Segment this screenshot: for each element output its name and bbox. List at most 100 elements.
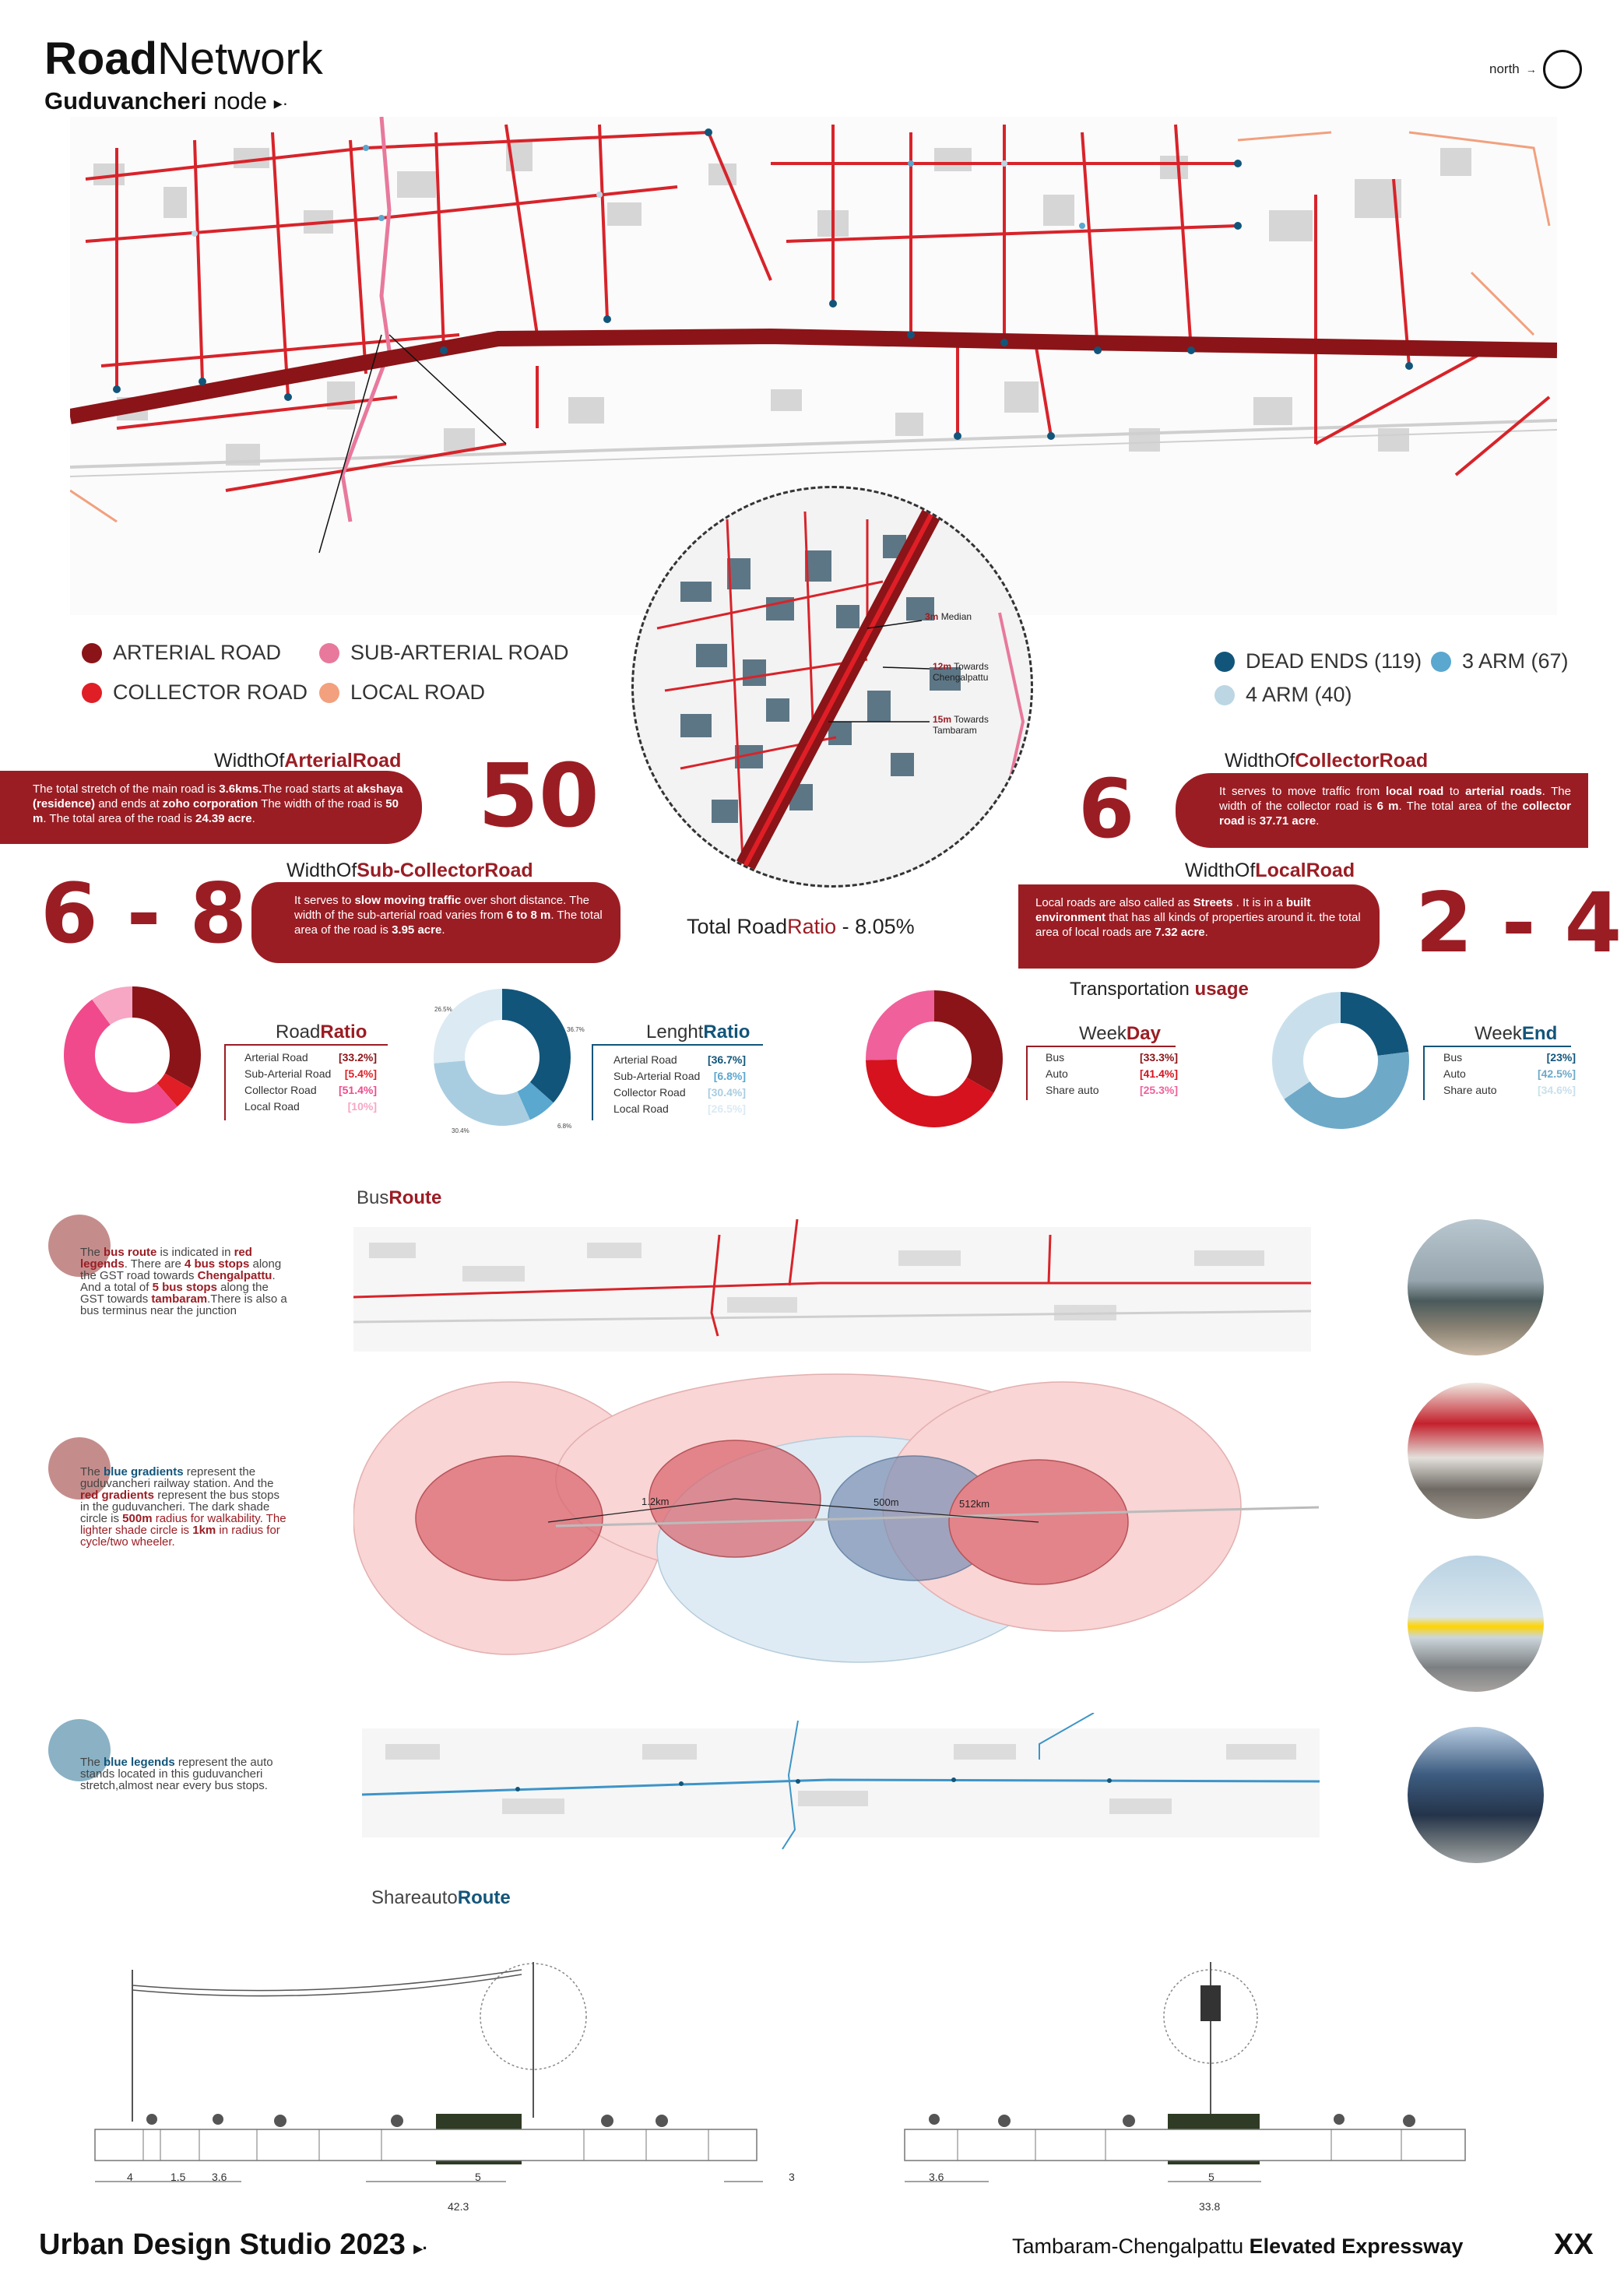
local-width-value: 2 - 4: [1415, 875, 1622, 971]
arterial-width-value: 50: [478, 746, 599, 847]
photo-junction: [1408, 1556, 1544, 1692]
donut-slice-auto: [866, 1059, 994, 1127]
legend-collector-road: COLLECTOR ROAD: [82, 680, 308, 705]
arrow-icon: ▸·: [273, 93, 289, 113]
legend-label: Auto: [1046, 1067, 1068, 1080]
legend-row: Collector Road [51.4%]: [244, 1084, 377, 1100]
north-arrow-icon: →: [1525, 63, 1537, 76]
weekday-donut: [866, 990, 1003, 1127]
donut-slice-arterial-road: [132, 986, 201, 1089]
arrow-icon: ▸·: [413, 2238, 428, 2258]
legend-label: Share auto: [1443, 1084, 1497, 1096]
local-heading: WidthOfLocalRoad: [1185, 860, 1355, 881]
collector-heading: WidthOfCollectorRoad: [1225, 750, 1429, 772]
length-ratio-small-label: 30.4%: [452, 1127, 469, 1134]
legend-row: Bus [33.3%]: [1046, 1051, 1178, 1067]
shareauto-route-map: [362, 1713, 1320, 1850]
inset-chengalpattu-label: 12m Towards Chengalpattu: [933, 661, 989, 683]
bus-route-label: BusRoute: [357, 1187, 442, 1208]
legend-local-road: LOCAL ROAD: [319, 680, 485, 705]
section-right-dim: 3.6: [929, 2171, 944, 2183]
street-section-right: [904, 1962, 1466, 2182]
page-subtitle: Guduvancheri node ▸·: [44, 87, 289, 114]
donut-slice-bus: [934, 990, 1003, 1093]
legend-row: Bus [23%]: [1443, 1051, 1576, 1067]
north-indicator: north →: [1489, 50, 1582, 89]
walkability-note: The blue gradients represent the guduvan…: [80, 1465, 286, 1549]
shareauto-note: The blue legends represent the auto stan…: [80, 1756, 273, 1792]
section-left-dim: 1.5: [170, 2171, 186, 2183]
walkability-map: [353, 1373, 1319, 1663]
section-right-total: 33.8: [1199, 2200, 1221, 2213]
inset-map-graphic: [656, 488, 1025, 885]
section-left-total: 42.3: [448, 2200, 469, 2213]
weekend-title: WeekEnd: [1475, 1023, 1558, 1044]
donut-slice-share-auto: [1272, 992, 1341, 1099]
legend-value: [41.4%]: [1139, 1067, 1178, 1080]
weekday-rule: [1026, 1046, 1176, 1047]
legend-label: Sub-Arterial Road: [244, 1067, 332, 1080]
legend-label: Share auto: [1046, 1084, 1099, 1096]
legend-label: Arterial Road: [244, 1051, 308, 1064]
legend-row: Sub-Arterial Road [6.8%]: [613, 1070, 746, 1086]
legend-value: [6.8%]: [713, 1070, 746, 1082]
bus-route-map: [353, 1219, 1311, 1352]
legend-value: [51.4%]: [338, 1084, 377, 1096]
legend-swatch: [1214, 684, 1235, 705]
photo-office-tower: [1408, 1727, 1544, 1863]
walkability-marker: [48, 1437, 111, 1500]
legend-value: [23%]: [1546, 1051, 1576, 1064]
legend-label: Bus: [1046, 1051, 1065, 1064]
legend-label: Local Road: [613, 1102, 669, 1115]
section-left-dim: 5: [475, 2171, 481, 2183]
legend-value: [42.5%]: [1537, 1067, 1576, 1080]
length-ratio-small-label: 6.8%: [557, 1123, 572, 1130]
page-title: RoadNetwork: [44, 33, 323, 84]
legend-label: Local Road: [244, 1100, 300, 1113]
length-ratio-rule-vertical: [592, 1044, 593, 1120]
donut-slice-collector-road: [434, 1060, 530, 1126]
photo-bus-stop: [1408, 1383, 1544, 1519]
legend-label: Sub-Arterial Road: [613, 1070, 701, 1082]
legend-dead-ends: DEAD ENDS (119): [1214, 649, 1422, 673]
street-section-left: [94, 1962, 763, 2182]
legend-value: [30.4%]: [707, 1086, 746, 1099]
donut-slice-local-road: [92, 986, 132, 1025]
legend-label: Collector Road: [613, 1086, 686, 1099]
road-ratio-rule-vertical: [224, 1044, 226, 1120]
legend-label: Auto: [1443, 1067, 1466, 1080]
legend-4-arm: 4 ARM (40): [1214, 683, 1352, 707]
length-ratio-small-label: 36.7%: [567, 1026, 585, 1033]
total-road-ratio: Total RoadRatio - 8.05%: [687, 915, 915, 938]
legend-value: [33.3%]: [1139, 1051, 1178, 1064]
footer-project: Tambaram-Chengalpattu Elevated Expresswa…: [1012, 2234, 1464, 2258]
subcollector-heading: WidthOfSub-CollectorRoad: [286, 860, 533, 881]
inset-median-label: 3m Median: [925, 611, 972, 622]
road-ratio-rule: [224, 1044, 388, 1046]
donut-slice-arterial-road: [502, 989, 571, 1103]
road-ratio-donut: [64, 986, 201, 1123]
legend-row: Collector Road [30.4%]: [613, 1086, 746, 1102]
legend-label: Bus: [1443, 1051, 1463, 1064]
legend-sub-arterial-road: SUB-ARTERIAL ROAD: [319, 641, 569, 665]
legend-value: [26.5%]: [707, 1102, 746, 1115]
weekend-legend: Bus [23%] Auto [42.5%] Share auto [34.6%]: [1443, 1051, 1576, 1100]
section-left-dim: 4: [127, 2171, 133, 2183]
subcollector-width-value: 6 - 8: [40, 866, 248, 962]
section-left-dim: 3: [789, 2171, 795, 2183]
legend-row: Auto [42.5%]: [1443, 1067, 1576, 1084]
legend-value: [36.7%]: [707, 1053, 746, 1066]
collector-description: It serves to move traffic from local roa…: [1176, 773, 1588, 848]
shareauto-route-label: ShareautoRoute: [371, 1887, 511, 1908]
length-ratio-rule: [592, 1044, 763, 1046]
legend-label: Collector Road: [244, 1084, 317, 1096]
legend-swatch: [82, 682, 102, 703]
walkability-distance-label: 1.2km: [642, 1496, 670, 1507]
donut-slice-sub-arterial-road: [517, 1081, 554, 1120]
bus-route-marker: [48, 1215, 111, 1277]
section-right-dim: 5: [1208, 2171, 1214, 2183]
length-ratio-donut: [434, 989, 571, 1126]
legend-row: Share auto [25.3%]: [1046, 1084, 1178, 1100]
legend-value: [33.2%]: [338, 1051, 377, 1064]
sheet-number: XX: [1554, 2228, 1594, 2261]
